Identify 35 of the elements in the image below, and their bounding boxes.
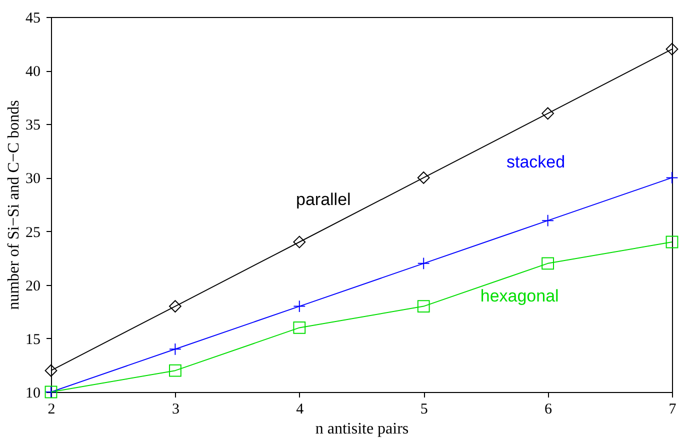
- y-tick-label: 45: [26, 10, 40, 26]
- point: [169, 364, 182, 377]
- point: [666, 236, 678, 248]
- y-tick-label: 15: [26, 332, 40, 348]
- point: [44, 364, 58, 377]
- y-tick-label: 40: [26, 64, 40, 80]
- x-tick-label: 5: [420, 402, 428, 418]
- y-tick-label: 25: [26, 224, 40, 241]
- y-tick-label: 30: [26, 171, 40, 188]
- text: stacked: [506, 152, 566, 172]
- point: [542, 257, 554, 270]
- x-tick-label: 2: [48, 402, 56, 418]
- point: [666, 42, 678, 56]
- point: [293, 322, 306, 334]
- x-axis-title: n antisite pairs: [315, 420, 409, 438]
- point: [417, 300, 430, 312]
- y-tick-label: 10: [26, 386, 40, 402]
- x-tick-label: 6: [544, 402, 553, 418]
- point: [169, 300, 182, 312]
- point: [666, 172, 678, 184]
- y-axis-title: number of Si−Si and C−C bonds: [6, 100, 22, 310]
- point: [417, 257, 430, 270]
- series-label: hexagonal: [480, 286, 559, 306]
- y-tick-label: 20: [26, 278, 40, 294]
- x-tick-label: 7: [668, 402, 677, 418]
- series-label: parallel: [296, 190, 351, 209]
- point: [169, 342, 182, 356]
- y-tick-label: 35: [26, 118, 40, 134]
- point: [542, 107, 554, 120]
- point: [293, 300, 306, 312]
- point: [417, 172, 430, 184]
- point: [293, 236, 306, 248]
- x-tick-label: 3: [172, 402, 180, 418]
- point: [542, 214, 554, 227]
- x-tick-label: 4: [296, 402, 304, 418]
